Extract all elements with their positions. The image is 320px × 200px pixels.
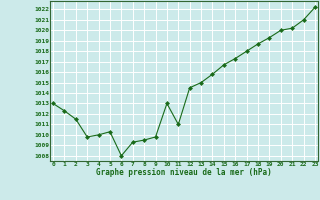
X-axis label: Graphe pression niveau de la mer (hPa): Graphe pression niveau de la mer (hPa) [96,168,272,177]
